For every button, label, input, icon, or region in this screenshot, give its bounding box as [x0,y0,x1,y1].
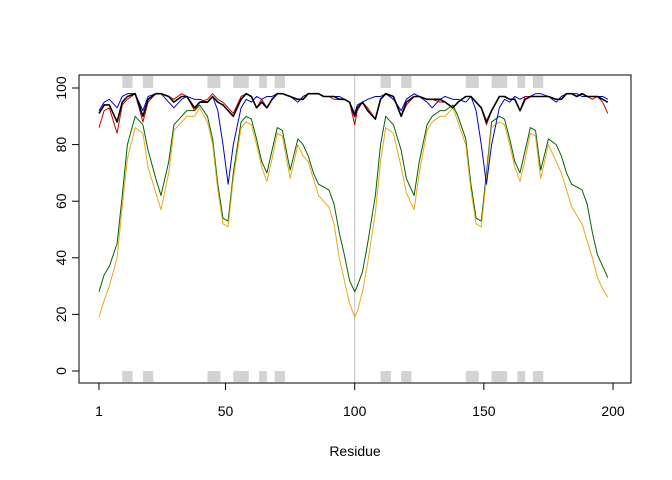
shaded-block-top [207,76,221,88]
shaded-block-top [491,76,508,88]
x-tick-label: 100 [343,403,367,419]
shaded-block-top [122,76,133,88]
shaded-block-bottom [401,371,412,382]
shaded-block-bottom [122,371,133,382]
shaded-block-top [259,76,267,88]
x-tick-label: 50 [218,403,234,419]
y-tick-label: 80 [53,137,69,153]
shaded-block-top [532,76,544,88]
y-tick-label: 20 [53,306,69,322]
shaded-block-bottom [274,371,285,382]
series-lines [98,92,609,318]
shaded-block-top [517,76,526,88]
shaded-block-top [380,76,391,88]
x-tick-label: 150 [472,403,496,419]
y-tick-label: 40 [53,250,69,266]
x-tick-label: 1 [95,403,103,419]
shaded-block-top [401,76,412,88]
x-tick-label: 200 [601,403,625,419]
series-line-2 [98,107,609,318]
shaded-block-bottom [142,371,154,382]
series-line-4 [98,93,609,134]
shaded-regions [122,76,544,382]
x-axis-label: Residue [329,443,381,459]
shaded-block-bottom [380,371,391,382]
y-tick-label: 60 [53,193,69,209]
series-line-5 [98,92,609,123]
y-tick-label: 0 [53,367,69,375]
shaded-block-bottom [465,371,479,382]
shaded-block-top [233,76,249,88]
shaded-block-top [274,76,285,88]
series-line-1 [98,104,609,293]
shaded-block-bottom [532,371,544,382]
shaded-block-top [465,76,479,88]
shaded-block-bottom [233,371,249,382]
shaded-block-bottom [259,371,267,382]
shaded-block-bottom [491,371,508,382]
y-tick-label: 100 [53,76,69,100]
shaded-block-top [142,76,154,88]
shaded-block-bottom [517,371,526,382]
shaded-block-bottom [207,371,221,382]
